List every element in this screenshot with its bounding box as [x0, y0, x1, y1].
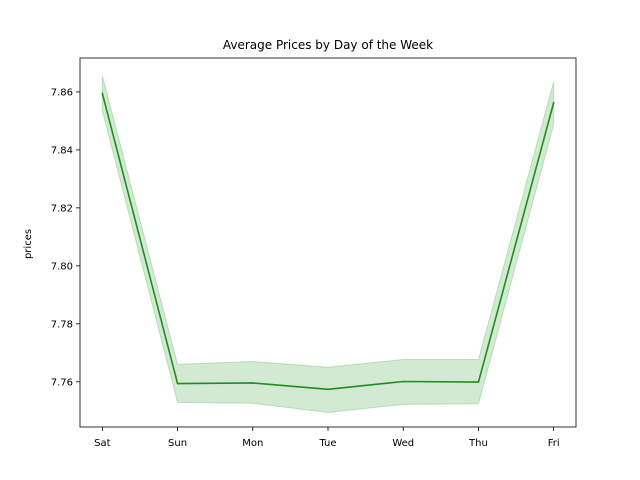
x-tick-label: Fri [548, 438, 560, 449]
x-tick-label: Tue [318, 438, 336, 449]
confidence-band-layer [101, 75, 555, 414]
plot-frame [79, 57, 577, 428]
data-point [327, 388, 329, 391]
y-tick-label: 7.82 [51, 203, 73, 214]
data-point [402, 380, 405, 383]
x-axis-ticks: Sat Sun Mon Tue Wed Thu Fri [94, 427, 560, 449]
x-tick-label: Sun [168, 438, 187, 449]
y-tick-label: 7.78 [51, 319, 73, 330]
series-line-layer [101, 92, 555, 391]
x-tick-label: Thu [468, 438, 488, 449]
data-point [552, 101, 555, 104]
x-tick-label: Mon [242, 438, 263, 449]
confidence-band [101, 75, 555, 414]
x-tick-label: Sat [94, 438, 110, 449]
y-axis-ticks: 7.76 7.78 7.80 7.82 7.84 7.86 [51, 87, 80, 388]
chart-title: Average Prices by Day of the Week [223, 38, 433, 52]
x-tick-label: Wed [392, 438, 414, 449]
y-tick-label: 7.84 [51, 145, 73, 156]
y-axis-label: prices [23, 229, 34, 259]
data-point [251, 382, 254, 384]
y-tick-label: 7.76 [51, 377, 73, 388]
data-point [176, 382, 179, 385]
data-point [477, 381, 480, 383]
y-tick-label: 7.80 [51, 261, 73, 272]
data-point [101, 92, 104, 95]
y-tick-label: 7.86 [51, 87, 73, 98]
